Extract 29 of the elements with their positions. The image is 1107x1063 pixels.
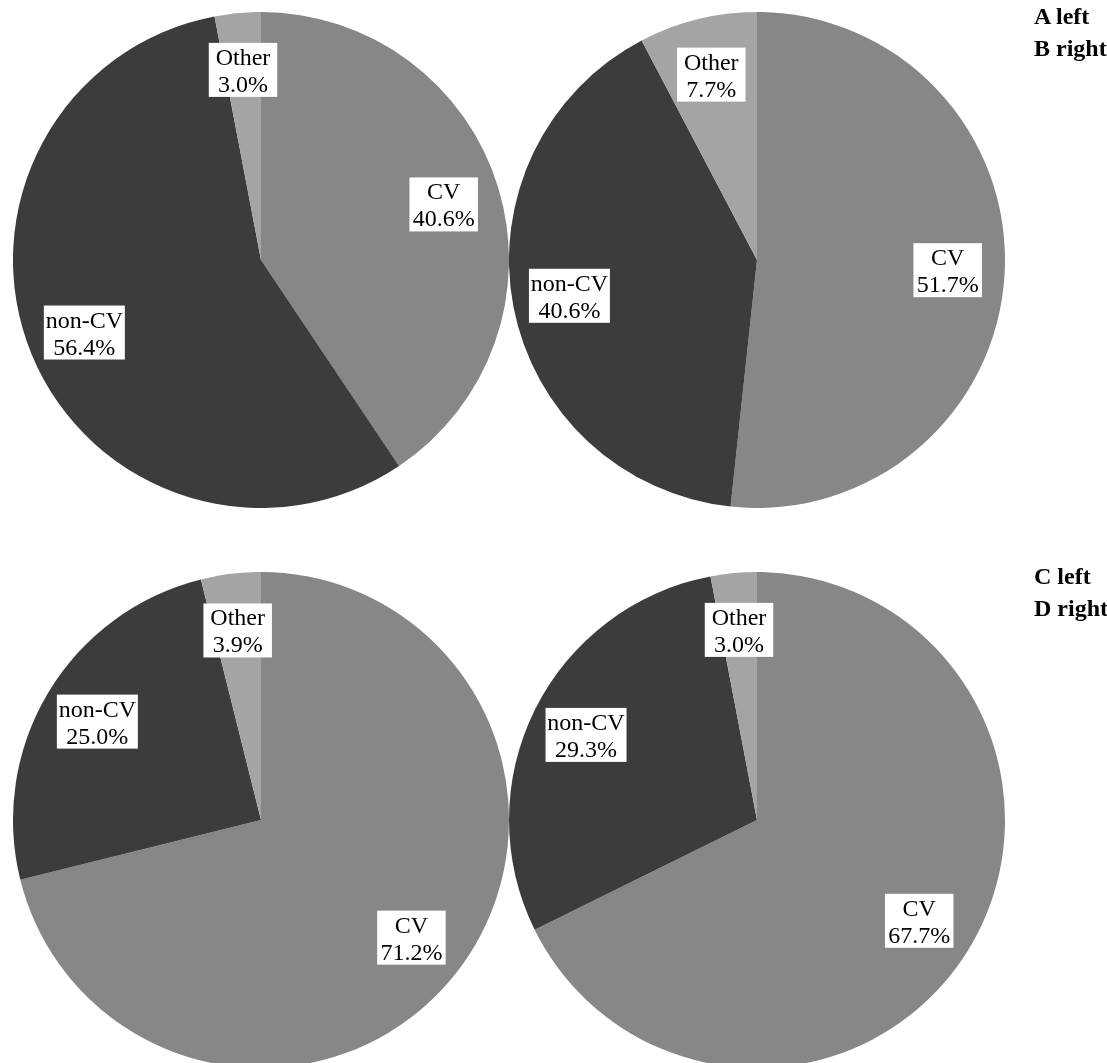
text: B right — [1034, 34, 1107, 63]
slice-label: non-CV — [547, 708, 626, 735]
data-label: 25.0% — [66, 722, 129, 749]
text: C left — [1034, 562, 1092, 591]
data-label: 3.9% — [212, 631, 263, 658]
data-label: 3.0% — [714, 630, 765, 657]
slice-label: CV — [394, 911, 429, 938]
slice-label: CV — [902, 894, 937, 921]
data-label: 7.7% — [686, 75, 737, 102]
slice-label: Other — [215, 43, 271, 70]
slice-label: non-CV — [45, 306, 124, 333]
data-label: 29.3% — [555, 735, 618, 762]
slice-label: CV — [931, 244, 966, 271]
slice-label: Other — [711, 603, 767, 630]
data-label: 51.7% — [916, 271, 979, 298]
pie-slice — [13, 16, 400, 508]
slice-label: CV — [427, 178, 462, 205]
data-label: 40.6% — [538, 296, 601, 323]
data-label: 56.4% — [53, 333, 116, 360]
data-label: 71.2% — [380, 938, 443, 965]
slice-label: non-CV — [58, 695, 137, 722]
text: A left — [1034, 2, 1091, 31]
slice-label: Other — [210, 604, 266, 631]
slice-label: Other — [683, 48, 739, 75]
data-label: 67.7% — [888, 921, 951, 948]
pie-slice — [509, 40, 757, 507]
data-label: 3.0% — [218, 70, 269, 97]
data-label: 40.6% — [412, 205, 475, 232]
slice-label: non-CV — [530, 269, 609, 296]
